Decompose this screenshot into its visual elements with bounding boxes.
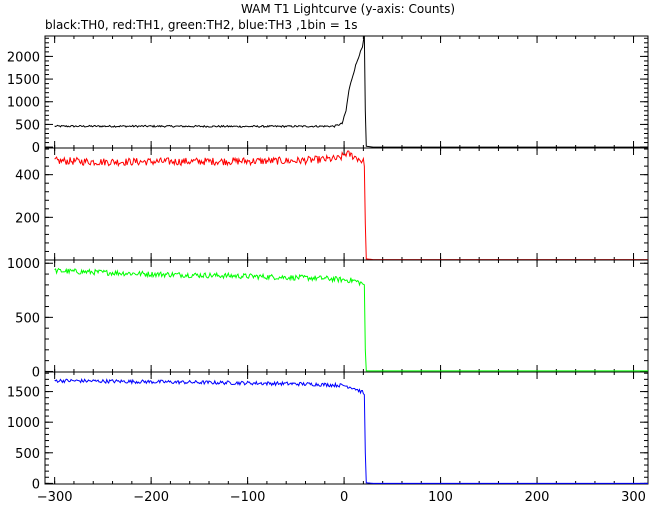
panel-th2: 0 500 1000 <box>7 257 649 380</box>
y-tick-label: 0 <box>32 141 40 156</box>
y-tick-label: 1000 <box>7 257 40 272</box>
x-tick-label: −300 <box>37 490 73 505</box>
series-line-th0 <box>54 35 648 148</box>
chart-title: WAM T1 Lightcurve (y-axis: Counts) <box>241 2 455 16</box>
y-tick-label: 1000 <box>7 96 40 111</box>
y-tick-label: 2000 <box>7 50 40 65</box>
y-tick-label: 200 <box>15 211 40 226</box>
x-tick-label: 300 <box>621 490 646 505</box>
panel-frame <box>44 147 649 261</box>
panel-th3: 0 500 1000 1500 <box>7 371 649 492</box>
series-line-th1 <box>54 150 648 261</box>
x-tick-label: −200 <box>133 490 169 505</box>
y-tick-label: 500 <box>15 311 40 326</box>
y-tick-label: 500 <box>15 447 40 462</box>
x-tick-label: 100 <box>428 490 453 505</box>
panel-frame <box>44 259 649 373</box>
y-tick-label: 1000 <box>7 416 40 431</box>
panel-th0: 0 500 1000 1500 2000 <box>7 35 649 156</box>
x-tick-label: 200 <box>525 490 550 505</box>
y-tick-label: 1500 <box>7 386 40 401</box>
y-tick-label: 400 <box>15 169 40 184</box>
x-tick-label: 0 <box>340 490 348 505</box>
chart-subtitle: black:TH0, red:TH1, green:TH2, blue:TH3 … <box>45 18 358 32</box>
panels: 0 500 1000 1500 2000 200 400 0 500 1000 0 500 1000 15… <box>7 35 649 492</box>
y-tick-label: 1500 <box>7 73 40 88</box>
x-axis: −300 −200 −100 0 100 200 300 <box>37 490 646 505</box>
y-tick-label: 0 <box>32 477 40 492</box>
series-line-th3 <box>54 377 648 484</box>
panel-frame <box>44 371 649 485</box>
x-tick-label: −100 <box>230 490 266 505</box>
series-line-th2 <box>54 267 648 372</box>
y-tick-label: 500 <box>15 118 40 133</box>
panel-frame <box>44 35 649 149</box>
y-tick-label: 0 <box>32 365 40 380</box>
panel-th1: 200 400 <box>15 147 649 261</box>
